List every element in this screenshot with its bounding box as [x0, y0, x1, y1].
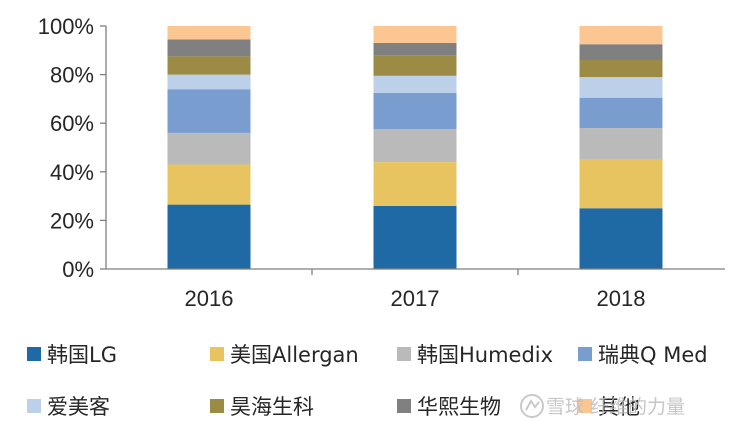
legend-swatch — [27, 347, 41, 361]
bar-segment-2017-3 — [373, 129, 457, 163]
legend-label: 其他 — [598, 395, 640, 419]
legend-label: 韩国LG — [47, 343, 117, 367]
legend-swatch — [578, 347, 592, 361]
legend-swatch — [210, 347, 224, 361]
bar-segment-2017-4 — [373, 92, 457, 130]
bar-segment-2017-5 — [373, 75, 457, 93]
legend-item: 韩国Humedix — [397, 343, 553, 367]
y-tick-label: 60% — [50, 111, 94, 136]
bar-segment-2018-4 — [579, 97, 663, 129]
legend-swatch — [27, 399, 41, 413]
legend-item: 美国Allergan — [210, 343, 359, 367]
legend-label: 爱美客 — [47, 395, 110, 419]
x-tick-label: 2017 — [391, 286, 440, 311]
bars-layer — [167, 26, 663, 269]
watermark: 雪球 纤维的力量 — [520, 394, 685, 418]
legend-swatch — [397, 399, 411, 413]
bar-segment-2017-1 — [373, 205, 457, 269]
bar-segment-2017-8 — [373, 26, 457, 44]
legend-item: 瑞典Q Med — [578, 343, 708, 367]
bar-segment-2017-2 — [373, 162, 457, 206]
legend-item: 昊海生科 — [210, 395, 314, 419]
bar-segment-2018-3 — [579, 128, 663, 160]
legend-swatch — [210, 399, 224, 413]
legend: 韩国LG 美国Allergan 韩国Humedix 瑞典Q Med 爱美客 昊海生科 华熙生… — [27, 343, 708, 419]
bar-segment-2018-1 — [579, 208, 663, 269]
legend-label: 瑞典Q Med — [598, 343, 708, 367]
axis-layer: 0% 20% 40% 60% 80% 100% 2016 2017 2018 — [38, 14, 725, 311]
legend-label: 昊海生科 — [230, 395, 314, 419]
x-tick-label: 2016 — [185, 286, 234, 311]
legend-label: 华熙生物 — [417, 395, 501, 419]
watermark-text: 雪球 纤维的力量 — [546, 396, 685, 418]
legend-label: 美国Allergan — [230, 343, 359, 367]
bar-segment-2016-5 — [167, 74, 251, 90]
bar-segment-2018-7 — [579, 44, 663, 61]
bar-segment-2017-7 — [373, 43, 457, 56]
bar-segment-2016-3 — [167, 132, 251, 165]
y-tick-label: 0% — [62, 257, 94, 282]
bar-segment-2018-6 — [579, 60, 663, 78]
legend-item: 爱美客 — [27, 395, 110, 419]
bar-segment-2018-2 — [579, 159, 663, 209]
legend-label: 韩国Humedix — [417, 343, 553, 367]
x-tick-label: 2018 — [597, 286, 646, 311]
bar-segment-2016-7 — [167, 39, 251, 57]
bar-segment-2016-4 — [167, 89, 251, 133]
watermark-logo-icon — [520, 394, 544, 418]
bar-segment-2018-8 — [579, 26, 663, 45]
legend-swatch — [578, 399, 592, 413]
legend-item: 其他 — [578, 395, 640, 419]
y-tick-label: 80% — [50, 63, 94, 88]
legend-swatch — [397, 347, 411, 361]
y-tick-label: 40% — [50, 160, 94, 185]
legend-item: 华熙生物 — [397, 395, 501, 419]
legend-item: 韩国LG — [27, 343, 117, 367]
y-tick-label: 100% — [38, 14, 94, 39]
bar-segment-2016-8 — [167, 26, 251, 40]
bar-segment-2016-2 — [167, 164, 251, 205]
bar-segment-2016-6 — [167, 56, 251, 75]
y-tick-label: 20% — [50, 208, 94, 233]
bar-segment-2018-5 — [579, 77, 663, 98]
bar-segment-2017-6 — [373, 55, 457, 76]
bar-segment-2016-1 — [167, 204, 251, 269]
